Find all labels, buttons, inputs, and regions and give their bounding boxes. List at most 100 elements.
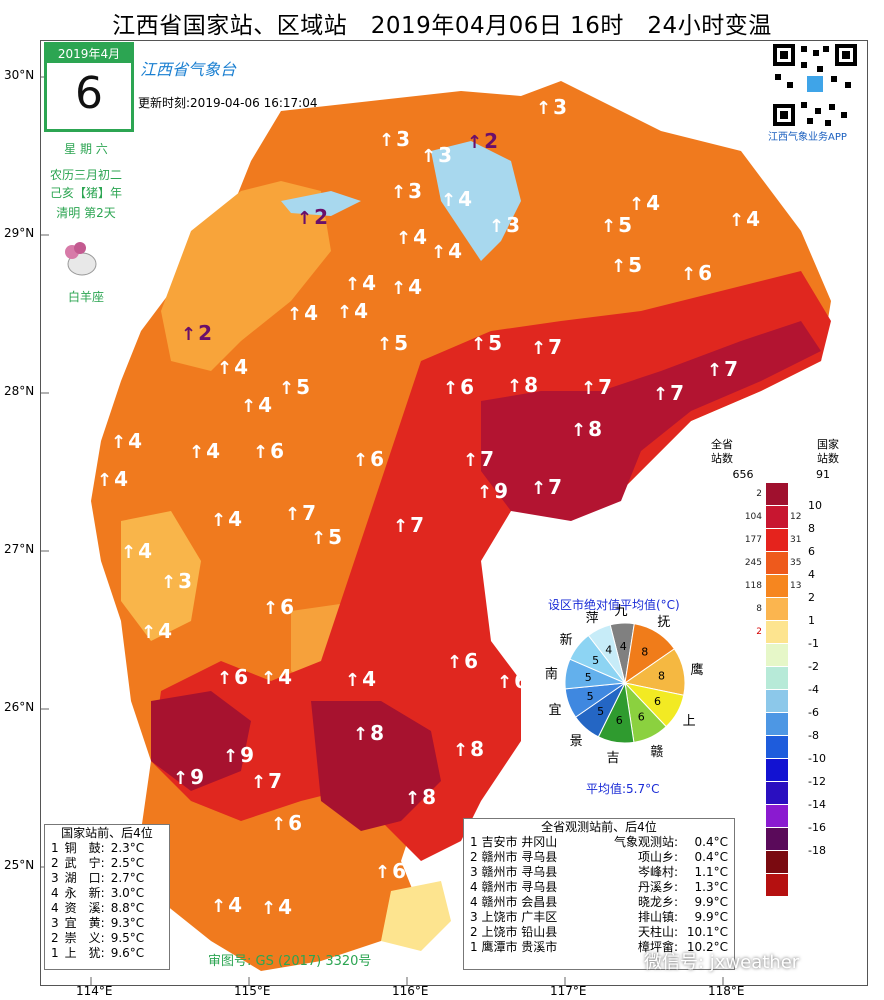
pie-slice-value: 5	[585, 671, 592, 684]
station-marker: ↑ 6	[253, 441, 284, 463]
ranking-value: 9.6°C	[110, 946, 145, 960]
station-marker: ↑ 4	[211, 895, 242, 917]
date-box: 2019年4月 6	[44, 42, 134, 132]
national-ranking-row: 3 宜 黄: 9.3°C	[45, 916, 169, 931]
station-value: 5	[628, 253, 643, 277]
all-station-ranking-row: 3 上饶市 广丰区 排山镇: 9.9°C	[464, 910, 734, 925]
all-station-ranking-row: 4 赣州市 寻乌县 丹溪乡: 1.3°C	[464, 880, 734, 895]
up-arrow-icon: ↑	[353, 724, 369, 745]
ranking-station: 晓龙乡:	[637, 895, 678, 909]
ranking-station: 气象观测站:	[613, 835, 678, 849]
legend-value: 2	[808, 591, 815, 604]
up-arrow-icon: ↑	[507, 376, 523, 397]
legend-swatch	[766, 851, 788, 874]
up-arrow-icon: ↑	[467, 132, 483, 153]
up-arrow-icon: ↑	[261, 898, 277, 919]
qr-label: 江西气象业务APP	[768, 132, 847, 143]
pie-city-label: 宜	[548, 703, 562, 719]
station-marker: ↑ 4	[189, 441, 220, 463]
lon-ticks	[90, 977, 724, 985]
station-value: 4	[138, 539, 153, 563]
station-value: 6	[270, 439, 285, 463]
legend-count-all: 8	[756, 604, 762, 614]
pie-slice-value: 8	[641, 645, 648, 658]
station-value: 7	[670, 381, 685, 405]
ranking-value: 9.9°C	[694, 895, 728, 909]
ranking-rank: 4	[51, 901, 59, 915]
up-arrow-icon: ↑	[453, 740, 469, 761]
station-marker: ↑ 7	[463, 449, 494, 471]
station-value: 6	[392, 859, 407, 883]
station-marker: ↑ 5	[471, 333, 502, 355]
legend-swatch	[766, 874, 788, 897]
station-marker: ↑ 3	[421, 145, 452, 167]
legend-value: -10	[808, 752, 826, 765]
up-arrow-icon: ↑	[217, 668, 233, 689]
map-zone-light2	[121, 511, 201, 641]
up-arrow-icon: ↑	[285, 504, 301, 525]
up-arrow-icon: ↑	[421, 146, 437, 167]
ranking-rank: 1	[51, 841, 59, 855]
station-value: 4	[206, 439, 221, 463]
station-marker: ↑ 3	[391, 181, 422, 203]
ranking-station: 项山乡:	[637, 850, 678, 864]
station-marker: ↑ 7	[531, 337, 562, 359]
lon-label: 114°E	[76, 984, 113, 998]
up-arrow-icon: ↑	[253, 442, 269, 463]
legend-swatch	[766, 483, 788, 506]
legend-swatch	[766, 529, 788, 552]
station-marker: ↑ 8	[453, 739, 484, 761]
station-value: 7	[598, 375, 613, 399]
station-marker: ↑ 7	[531, 477, 562, 499]
update-time: 更新时刻:2019-04-06 16:17:04	[138, 96, 318, 110]
ranking-rank: 3	[51, 871, 59, 885]
province-map	[41, 76, 831, 985]
station-value: 6	[234, 665, 249, 689]
station-value: 7	[302, 501, 317, 525]
date-month: 2019年4月	[47, 45, 131, 63]
ranking-station: 天柱山:	[637, 925, 678, 939]
pie-slice-value: 5	[592, 654, 599, 667]
ranking-rank-city: 1 吉安市 井冈山	[470, 835, 558, 849]
legend-swatch	[766, 621, 788, 644]
up-arrow-icon: ↑	[279, 378, 295, 399]
station-value: 4	[234, 355, 249, 379]
date-day: 6	[75, 68, 103, 119]
up-arrow-icon: ↑	[431, 242, 447, 263]
up-arrow-icon: ↑	[263, 598, 279, 619]
station-value: 4	[228, 893, 243, 917]
station-value: 5	[296, 375, 311, 399]
station-value: 7	[548, 475, 563, 499]
legend-value: -4	[808, 683, 819, 696]
station-value: 4	[362, 271, 377, 295]
up-arrow-icon: ↑	[287, 304, 303, 325]
station-value: 2	[198, 321, 213, 345]
up-arrow-icon: ↑	[583, 516, 599, 537]
station-marker: ↑ 4	[141, 621, 172, 643]
ranking-name: 湖 口:	[64, 871, 105, 885]
lon-label: 116°E	[392, 984, 429, 998]
up-arrow-icon: ↑	[161, 572, 177, 593]
ranking-value: 8.8°C	[110, 901, 145, 915]
station-marker: ↑ 4	[211, 509, 242, 531]
station-marker: ↑ 4	[431, 241, 462, 263]
up-arrow-icon: ↑	[251, 772, 267, 793]
legend-value: 6	[808, 545, 815, 558]
national-ranking-row: 4 永 新: 3.0°C	[45, 886, 169, 901]
all-station-ranking-row: 1 鹰潭市 贵溪市 樟坪畲: 10.2°C	[464, 940, 734, 955]
station-value: 2	[484, 129, 499, 153]
up-arrow-icon: ↑	[447, 652, 463, 673]
station-marker: ↑ 5	[611, 255, 642, 277]
station-marker: ↑ 7	[285, 503, 316, 525]
pie-city-label: 鹰	[690, 663, 704, 679]
up-arrow-icon: ↑	[217, 358, 233, 379]
station-marker: ↑ 4	[441, 189, 472, 211]
station-marker: ↑ 6	[447, 651, 478, 673]
station-marker: ↑ 6	[681, 263, 712, 285]
lon-label: 115°E	[234, 984, 271, 998]
station-marker: ↑ 6	[263, 597, 294, 619]
legend-value: 8	[808, 522, 815, 535]
station-value: 5	[328, 525, 343, 549]
ranking-rank: 2	[51, 856, 59, 870]
